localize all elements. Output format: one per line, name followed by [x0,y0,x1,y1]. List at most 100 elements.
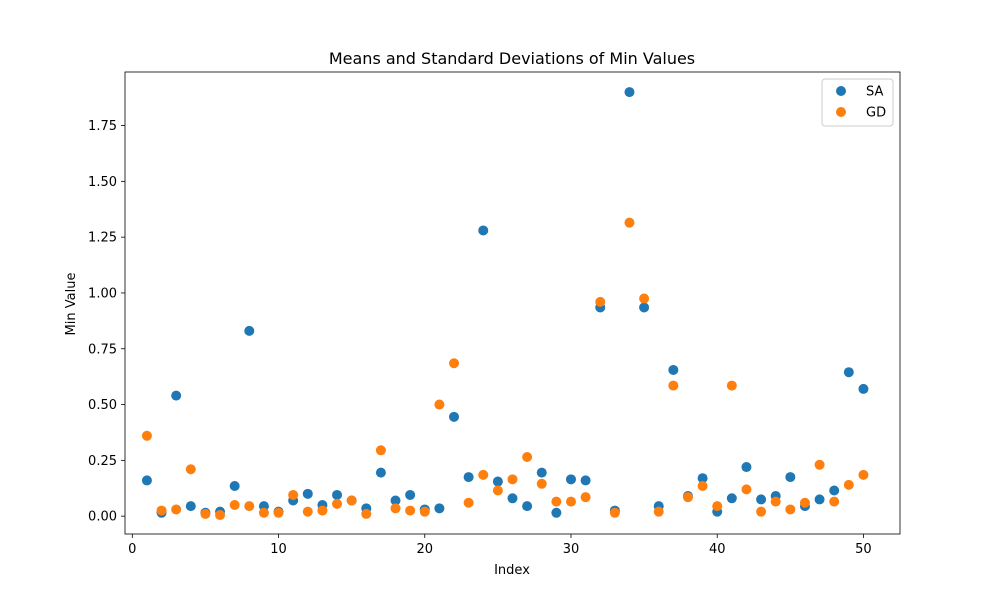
point-gd [185,464,196,475]
point-sa [390,495,401,506]
point-sa [405,489,416,500]
legend: SA GD [821,78,894,127]
point-gd [639,293,650,304]
point-gd [375,445,386,456]
point-gd [463,497,474,508]
point-gd [726,380,737,391]
point-sa [302,488,313,499]
point-sa [726,493,737,504]
point-sa [434,503,445,514]
point-sa [244,325,255,336]
point-gd [799,497,810,508]
x-tick-label: 50 [855,542,872,557]
point-gd [302,506,313,517]
series-gd [141,217,869,521]
point-gd [141,430,152,441]
plot-frame [124,71,901,535]
point-gd [492,485,503,496]
y-tick-label: 0.75 [88,342,117,357]
x-tick-label: 0 [128,542,136,557]
point-sa [229,481,240,492]
point-sa [756,494,767,505]
point-gd [449,358,460,369]
point-sa [551,507,562,518]
y-tick-label: 0.25 [88,454,117,469]
point-sa [522,501,533,512]
point-sa [639,302,650,313]
y-tick-label: 1.50 [88,175,117,190]
point-gd [609,507,620,518]
y-tick-label: 1.25 [88,231,117,246]
point-sa [785,472,796,483]
point-gd [814,459,825,470]
chart-title: Means and Standard Deviations of Min Val… [329,49,695,68]
y-axis: 0.00 0.25 0.50 0.75 1.00 1.25 1.50 1.75 [88,119,125,525]
point-gd [580,492,591,503]
point-gd [697,481,708,492]
point-gd [785,504,796,515]
point-gd [478,469,489,480]
point-gd [390,503,401,514]
point-sa [536,467,547,478]
point-sa [185,501,196,512]
point-gd [273,507,284,518]
y-axis-label: Min Value [64,273,79,336]
point-sa [668,364,679,375]
point-gd [843,479,854,490]
x-axis-label: Index [494,563,530,578]
point-gd [200,508,211,519]
legend-label-sa: SA [866,85,883,100]
x-tick-label: 40 [709,542,726,557]
point-sa [171,390,182,401]
point-gd [361,508,372,519]
x-axis: 0 10 20 30 40 50 [128,534,872,557]
point-sa [478,225,489,236]
point-gd [522,452,533,462]
point-gd [595,296,606,307]
point-gd [536,478,547,489]
point-gd [712,501,723,512]
plot-area [124,71,901,535]
point-sa [449,411,460,422]
point-gd [346,495,357,506]
y-tick-label: 0.00 [88,510,117,525]
point-sa [141,475,152,486]
point-gd [317,505,328,516]
point-sa [463,472,474,483]
point-sa [741,462,752,473]
x-tick-label: 30 [563,542,580,557]
point-sa [697,473,708,484]
point-gd [858,469,869,480]
point-gd [156,505,167,516]
point-gd [244,501,255,512]
point-gd [215,510,226,521]
point-sa [492,476,503,487]
point-gd [829,496,840,507]
point-sa [332,489,343,500]
x-tick-label: 10 [270,542,287,557]
y-tick-label: 1.75 [88,119,117,134]
point-gd [682,492,693,503]
point-gd [171,504,182,515]
legend-marker-gd [836,107,846,117]
data-points [141,87,869,521]
point-gd [332,498,343,509]
point-gd [288,489,299,500]
point-gd [507,474,518,485]
point-gd [770,496,781,507]
point-gd [258,507,269,518]
point-sa [375,467,386,478]
point-gd [229,499,240,510]
y-tick-label: 0.50 [88,398,117,413]
y-tick-label: 1.00 [88,286,117,301]
point-sa [507,493,518,504]
point-gd [756,506,767,517]
x-tick-label: 20 [416,542,433,557]
point-sa [565,474,576,485]
point-gd [405,505,416,516]
point-gd [419,506,430,517]
point-gd [551,496,562,507]
point-gd [653,506,664,517]
point-gd [741,484,752,495]
